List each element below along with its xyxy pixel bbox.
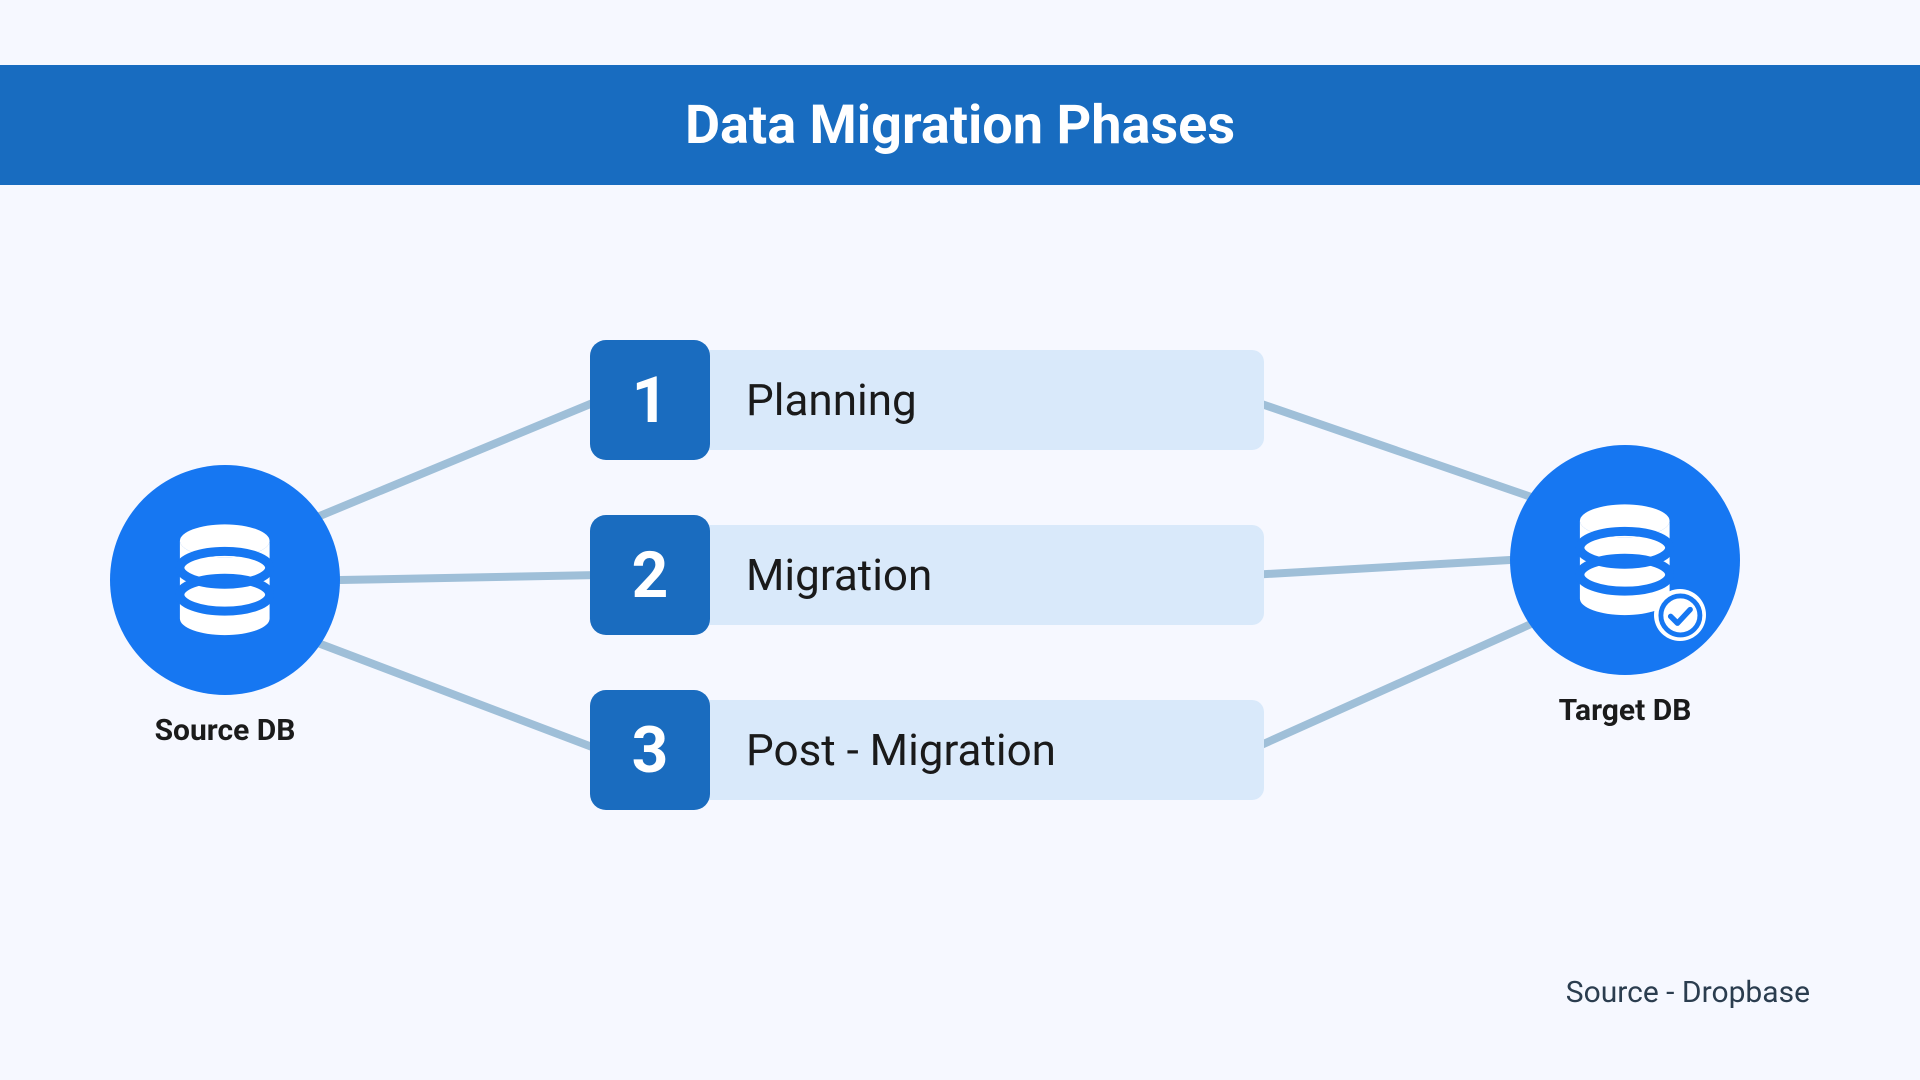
source-db-label: Source DB (155, 713, 296, 748)
target-db-circle (1510, 445, 1740, 675)
phase-row: 2 Migration (590, 515, 1264, 635)
source-db-node: Source DB (110, 465, 340, 748)
source-db-circle (110, 465, 340, 695)
phase-label-box: Planning (704, 350, 1264, 450)
phase-row: 3 Post - Migration (590, 690, 1264, 810)
phase-number-box: 2 (590, 515, 710, 635)
phase-number-box: 3 (590, 690, 710, 810)
database-icon (150, 505, 300, 655)
phase-label-box: Post - Migration (704, 700, 1264, 800)
checkmark-badge (1654, 589, 1706, 641)
title-bar: Data Migration Phases (0, 65, 1920, 185)
phase-row: 1 Planning (590, 340, 1264, 460)
phase-label-box: Migration (704, 525, 1264, 625)
page-title: Data Migration Phases (685, 94, 1235, 157)
phase-number-box: 1 (590, 340, 710, 460)
target-db-node: Target DB (1510, 445, 1740, 728)
source-attribution: Source - Dropbase (1566, 975, 1810, 1010)
check-icon (1657, 592, 1704, 639)
target-db-label: Target DB (1559, 693, 1692, 728)
